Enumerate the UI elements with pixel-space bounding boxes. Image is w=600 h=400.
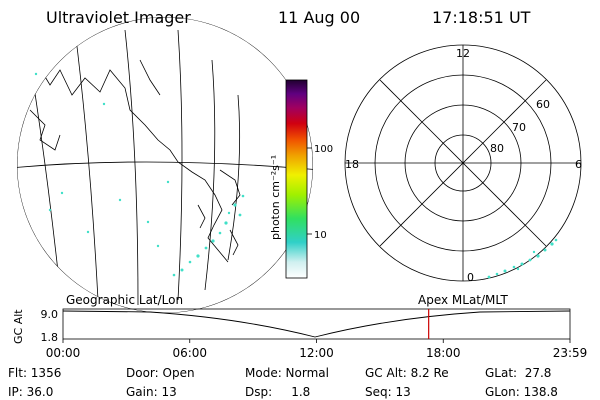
gc-altitude: GC Alt: 8.2 Re [365, 366, 449, 380]
gain-value: Gain: 13 [126, 385, 177, 399]
mlt-label-18: 18 [345, 158, 359, 171]
mlt-label-6: 6 [575, 158, 582, 171]
time-tick-0000: 00:00 [46, 346, 81, 360]
polar-plot [344, 44, 582, 282]
alt-tick-low: 1.8 [41, 331, 59, 344]
mlat-label-70: 70 [512, 121, 526, 134]
intensity-colorbar: 100 10 photon cm⁻²s⁻¹ [269, 79, 333, 279]
observation-time: 17:18:51 UT [432, 8, 531, 27]
geographic-latitude: GLat: 27.8 [485, 366, 552, 380]
ip-value: IP: 36.0 [8, 385, 54, 399]
mlat-label-80: 80 [490, 142, 504, 155]
mlat-label-60: 60 [536, 98, 550, 111]
mlt-label-12: 12 [456, 47, 470, 60]
colorbar-tick-100: 100 [314, 144, 333, 155]
time-tick-2359: 23:59 [553, 346, 588, 360]
colorbar-tick-10: 10 [314, 230, 327, 241]
polar-aurora-dots [487, 238, 558, 279]
observation-date: 11 Aug 00 [278, 8, 361, 27]
altitude-timeline: 9.0 1.8 GC Alt 00:00 06:00 12:00 18:00 2… [12, 308, 587, 360]
sequence-number: Seq: 13 [365, 385, 411, 399]
alt-tick-high: 9.0 [41, 308, 59, 321]
timeline-right-label: Apex MLat/MLT [418, 293, 508, 307]
geographic-longitude: GLon: 138.8 [485, 385, 558, 399]
timeline-left-label: Geographic Lat/Lon [66, 293, 183, 307]
time-tick-1200: 12:00 [299, 346, 334, 360]
flight-number: Flt: 1356 [8, 366, 62, 380]
time-tick-0600: 06:00 [172, 346, 207, 360]
instrument-title: Ultraviolet Imager [46, 8, 191, 27]
dsp-value: Dsp: 1.8 [245, 385, 311, 399]
alt-axis-title: GC Alt [12, 309, 25, 344]
colorbar-unit-label: photon cm⁻²s⁻¹ [269, 155, 282, 240]
door-status: Door: Open [126, 366, 195, 380]
aurora-emission-dots [34, 72, 245, 277]
time-tick-1800: 18:00 [426, 346, 461, 360]
mlt-label-0: 0 [467, 271, 474, 284]
mode-value: Mode: Normal [245, 366, 329, 380]
